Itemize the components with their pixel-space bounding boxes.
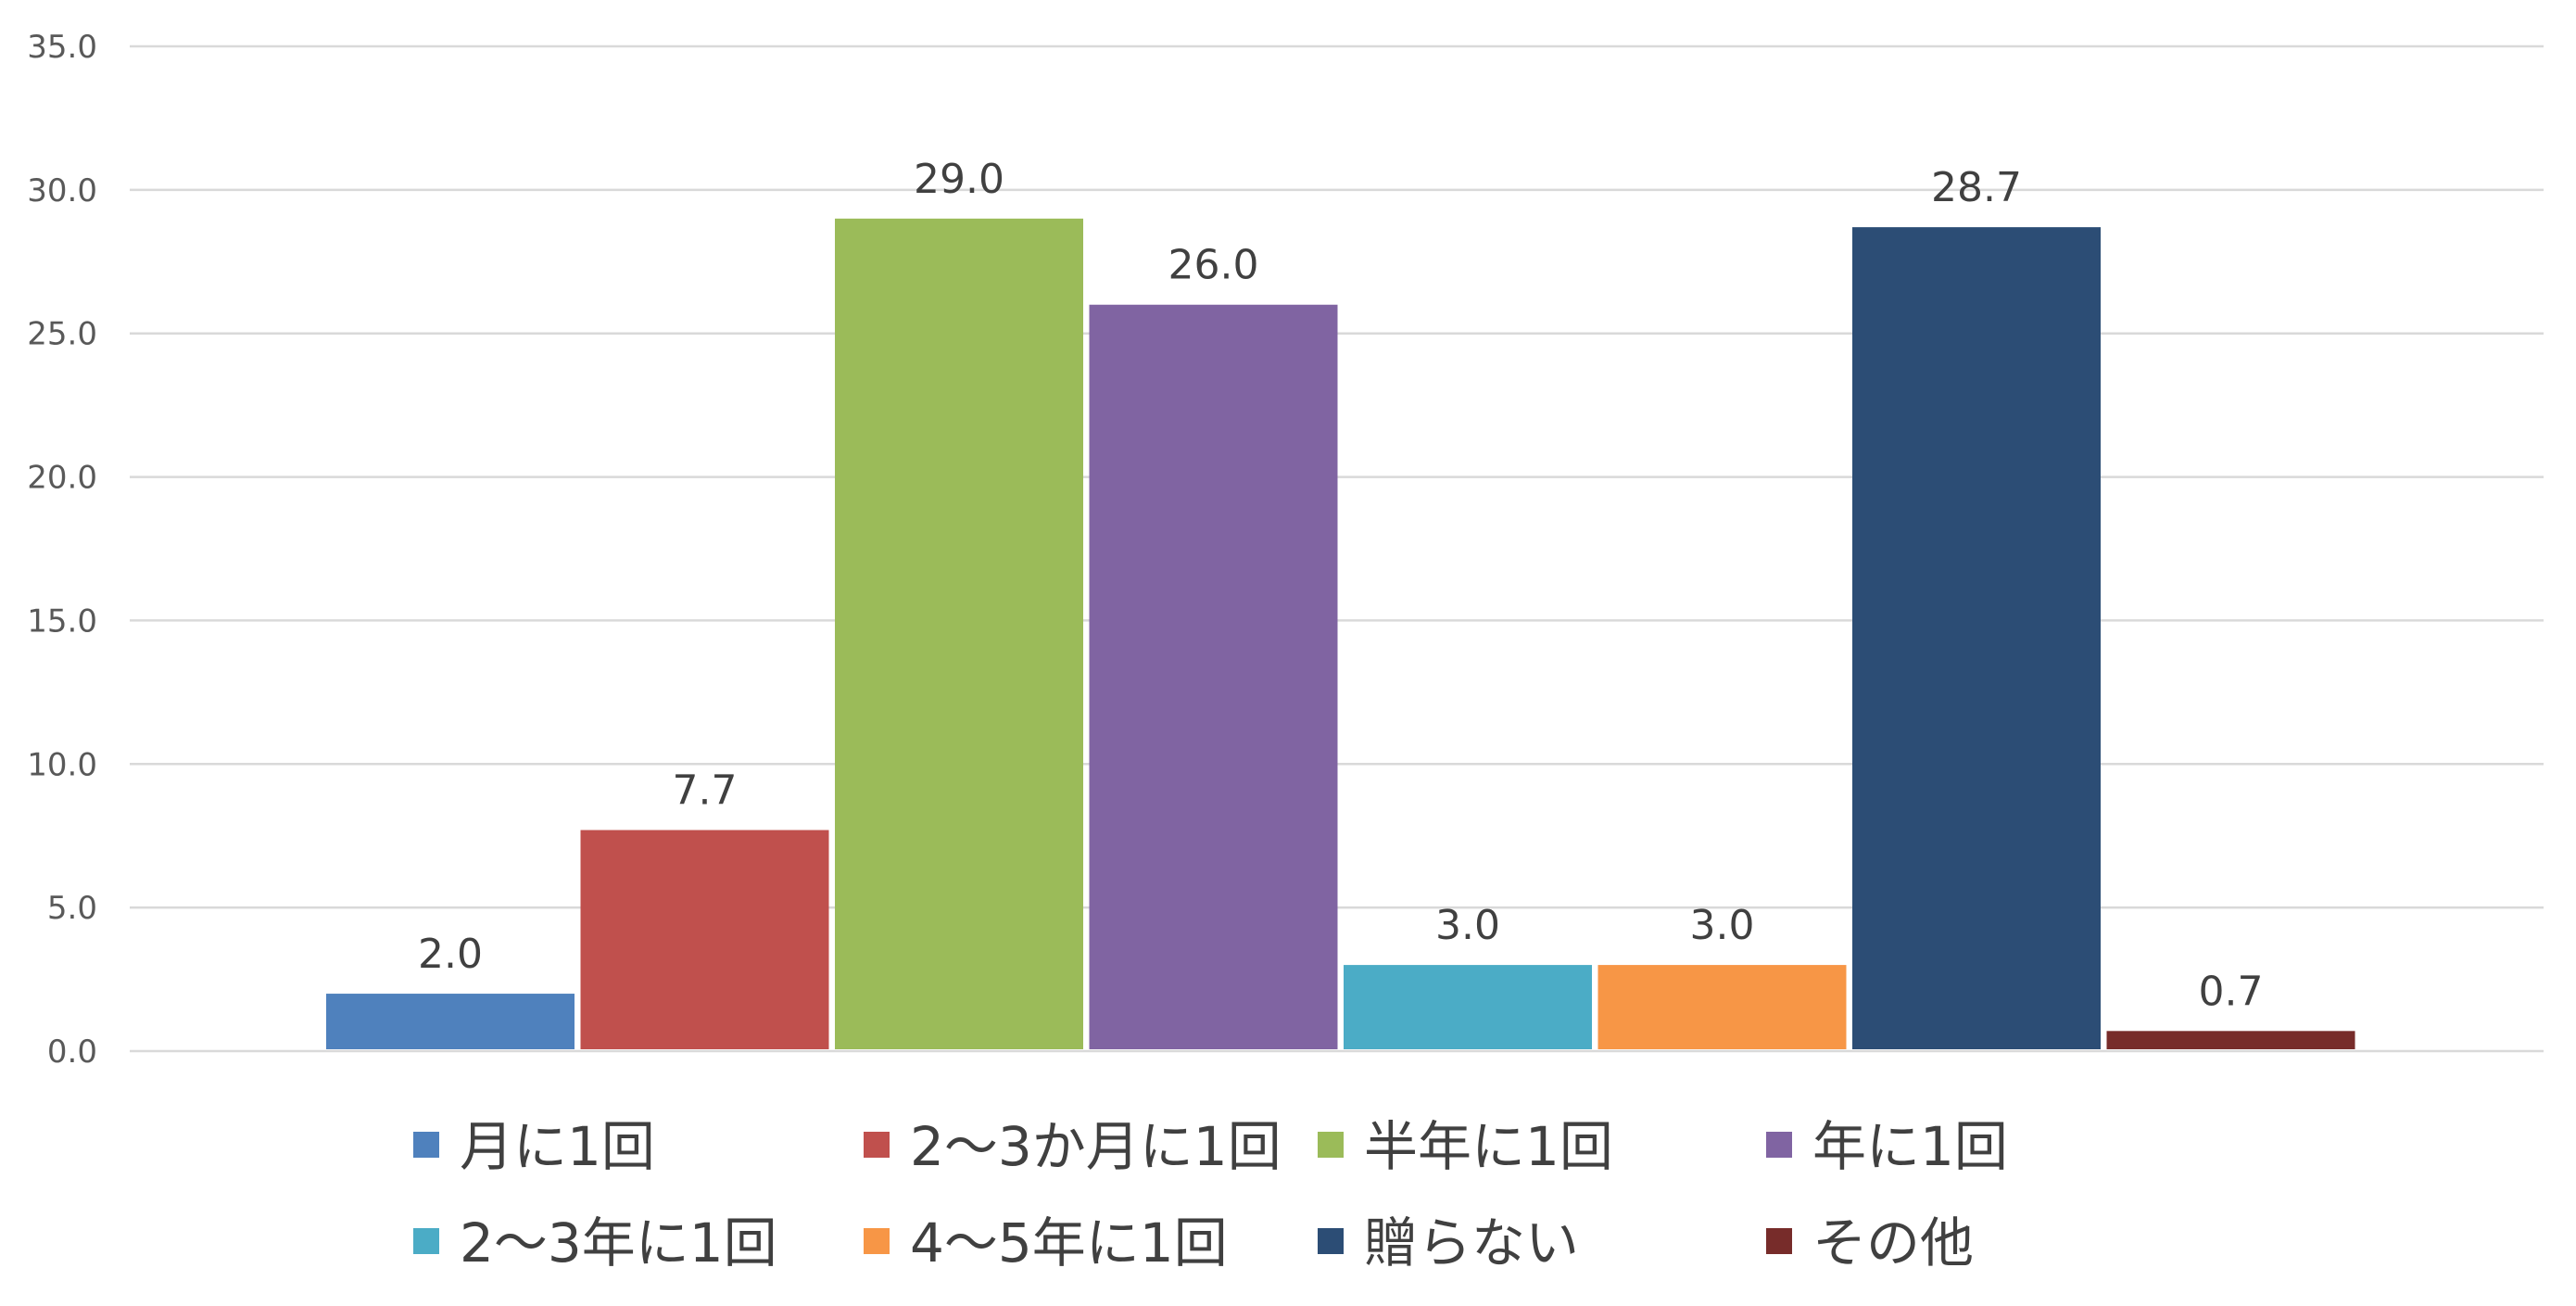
legend-label: 2〜3年に1回	[460, 1211, 777, 1274]
bar	[1344, 965, 1592, 1049]
y-tick-label: 35.0	[27, 29, 97, 66]
legend-swatch	[1766, 1228, 1792, 1254]
y-tick-label: 30.0	[27, 172, 97, 209]
y-tick-label: 25.0	[27, 316, 97, 353]
bar	[326, 994, 575, 1049]
bar	[1852, 227, 2101, 1049]
legend-swatch	[864, 1228, 890, 1254]
bar	[835, 218, 1083, 1050]
data-label: 7.7	[673, 767, 738, 815]
legend-swatch	[413, 1228, 439, 1254]
legend-swatch	[864, 1132, 890, 1158]
legend-label: 4〜5年に1回	[910, 1211, 1228, 1274]
legend-label: 半年に1回	[1364, 1115, 1613, 1178]
data-label: 29.0	[914, 156, 1004, 203]
y-tick-label: 20.0	[27, 460, 97, 497]
data-label: 3.0	[1435, 902, 1500, 949]
data-label: 3.0	[1690, 902, 1755, 949]
data-label: 28.7	[1931, 164, 2022, 211]
legend-label: 贈らない	[1364, 1211, 1579, 1274]
y-tick-label: 5.0	[47, 890, 97, 927]
data-label: 0.7	[2199, 968, 2264, 1015]
bar	[1089, 304, 1338, 1049]
y-axis-ticks: 0.0 5.0 10.0 15.0 20.0 25.0 30.0 35.0	[27, 29, 97, 1071]
legend: 月に1回 2〜3か月に1回 半年に1回 年に1回 2〜3年に1回 4〜5年に1回 贈らない そ…	[413, 1115, 2008, 1274]
y-tick-label: 10.0	[27, 746, 97, 783]
legend-swatch	[1318, 1228, 1344, 1254]
data-label: 26.0	[1168, 242, 1259, 289]
bars	[326, 218, 2355, 1050]
bar	[580, 830, 829, 1049]
data-label: 2.0	[418, 931, 483, 978]
legend-label: 年に1回	[1812, 1115, 2008, 1178]
legend-swatch	[413, 1132, 439, 1158]
legend-label: 月に1回	[460, 1115, 655, 1178]
legend-swatch	[1318, 1132, 1344, 1158]
legend-swatch	[1766, 1132, 1792, 1158]
y-tick-label: 15.0	[27, 602, 97, 640]
legend-label: 2〜3か月に1回	[910, 1115, 1282, 1178]
data-labels: 2.0 7.7 29.0 26.0 3.0 3.0 28.7 0.7	[418, 156, 2263, 1015]
legend-label: その他	[1812, 1211, 1974, 1274]
bar	[2106, 1031, 2355, 1049]
y-tick-label: 0.0	[47, 1033, 97, 1071]
bar	[1597, 965, 1847, 1049]
